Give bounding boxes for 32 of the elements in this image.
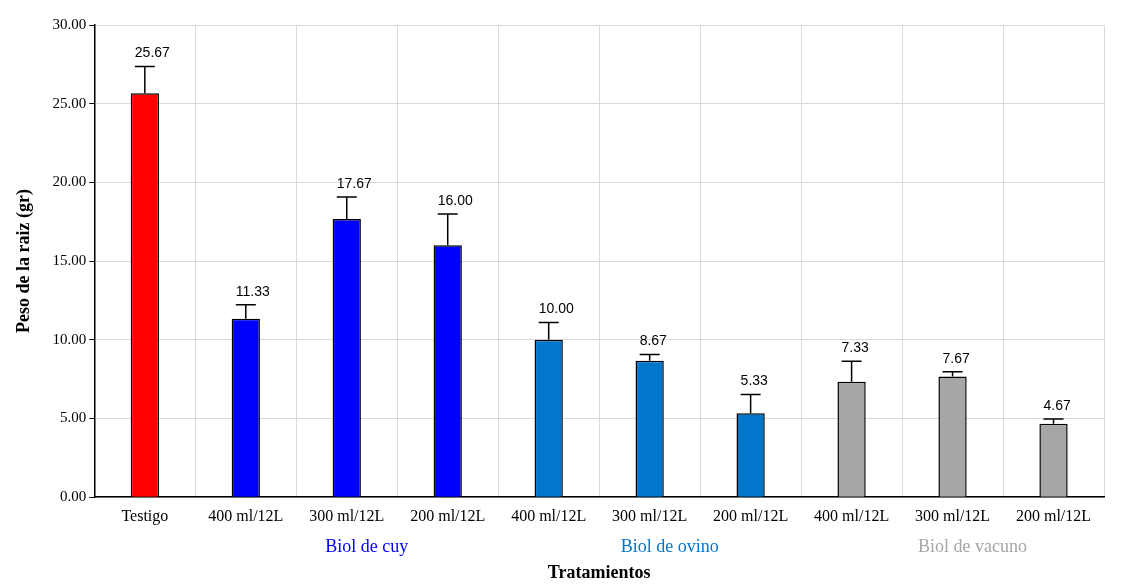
x-tick-label: Testigo — [121, 507, 169, 525]
x-tick-label: 300 ml/12L — [309, 507, 385, 524]
y-tick-label: 25.00 — [52, 94, 87, 111]
y-tick-label: 20.00 — [52, 173, 87, 190]
x-tick-label: 200 ml/12L — [713, 507, 789, 524]
data-label: 7.67 — [942, 349, 971, 366]
text: Biol de vacuno — [918, 535, 1028, 556]
y-tick-label: 5.00 — [60, 409, 87, 426]
y-tick-label: 0.00 — [60, 488, 87, 505]
y-tick-label: 15.00 — [52, 252, 87, 269]
text: Biol de cuy — [325, 535, 409, 556]
x-tick-label: 300 ml/12L — [915, 507, 991, 524]
data-label: 4.67 — [1043, 396, 1071, 413]
data-label: 17.67 — [336, 174, 373, 191]
data-label: 7.33 — [841, 339, 870, 356]
data-label: 8.67 — [639, 332, 668, 349]
data-label: 5.33 — [740, 372, 769, 389]
x-axis-title: Tratamientos — [547, 561, 651, 582]
x-tick-label: 400 ml/12L — [208, 507, 284, 524]
y-axis-title: Peso de la raiz (gr) — [13, 189, 35, 334]
data-label: 25.67 — [134, 44, 171, 61]
y-tick-label: 10.00 — [52, 330, 87, 347]
text: Biol de ovino — [620, 535, 719, 556]
x-tick-label: 200 ml/12L — [1015, 507, 1092, 524]
data-label: 16.00 — [437, 191, 473, 208]
data-label: 11.33 — [235, 282, 271, 299]
data-label: 10.00 — [538, 300, 574, 317]
x-tick-label: 200 ml/12L — [410, 507, 486, 524]
x-tick-label: 400 ml/12L — [511, 507, 587, 524]
x-tick-label: 300 ml/12L — [612, 507, 688, 524]
y-tick-label: 30.00 — [52, 15, 87, 32]
x-tick-label: 400 ml/12L — [814, 507, 890, 524]
